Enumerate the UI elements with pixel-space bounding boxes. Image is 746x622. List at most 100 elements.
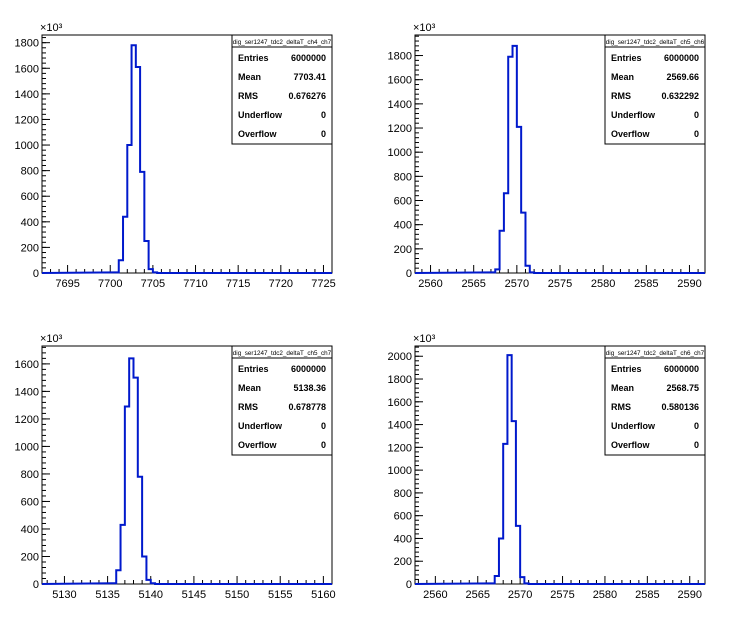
stats-value: 0.580136 — [661, 402, 699, 412]
histogram-bin — [125, 407, 129, 584]
stats-value: 0 — [694, 129, 699, 139]
x-tick-label: 5155 — [268, 589, 292, 601]
histogram-bin — [512, 421, 516, 584]
x-tick-label: 5140 — [139, 589, 163, 601]
histogram-panel: ×10³ 0 200 400 600 800 1000 1200 1400 1600 5130 513… — [15, 333, 336, 601]
histogram-name: dig_ser1247_tdc2_deltaT_ch6_ch7 — [606, 350, 705, 357]
stats-value: 0 — [694, 440, 699, 450]
x-tick-label: 2565 — [461, 278, 485, 290]
y-tick-label: 1400 — [388, 99, 412, 111]
x-tick-label: 2570 — [508, 589, 532, 601]
y-tick-label: 0 — [33, 579, 39, 591]
x-tick-label: 5160 — [311, 589, 335, 601]
histogram-bin — [503, 444, 507, 584]
y-tick-label: 1400 — [15, 386, 39, 398]
histogram-bin — [500, 231, 504, 273]
histogram-bin — [153, 272, 157, 273]
x-tick-label: 2590 — [677, 278, 701, 290]
histogram-panel: ×10³ 0 200 400 600 800 1000 1200 1400 1600 1800 200… — [388, 333, 706, 601]
y-tick-label: 200 — [21, 242, 39, 254]
stats-label: Entries — [611, 53, 642, 63]
histogram-bin — [508, 57, 512, 273]
stats-box — [604, 34, 706, 145]
x-tick-label: 7715 — [226, 278, 250, 290]
y-tick-label: 200 — [394, 244, 412, 256]
stats-label: Overflow — [611, 129, 651, 139]
y-tick-label: 200 — [21, 551, 39, 563]
y-tick-label: 1800 — [15, 38, 39, 50]
y-tick-label: 400 — [21, 524, 39, 536]
histogram-bin — [516, 526, 520, 584]
x-tick-label: 2565 — [466, 589, 490, 601]
y-tick-label: 600 — [394, 511, 412, 523]
y-exponent-label: ×10³ — [413, 22, 436, 34]
stats-value: 6000000 — [291, 364, 326, 374]
y-tick-label: 2000 — [388, 351, 412, 363]
y-tick-label: 200 — [394, 556, 412, 568]
histogram-bin — [525, 266, 529, 273]
x-tick-label: 7695 — [55, 278, 79, 290]
y-tick-label: 1000 — [388, 147, 412, 159]
y-tick-label: 600 — [21, 496, 39, 508]
histogram-bin — [149, 269, 153, 273]
y-tick-label: 1200 — [15, 114, 39, 126]
histogram-bin — [504, 193, 508, 273]
x-tick-label: 7720 — [269, 278, 293, 290]
y-tick-label: 800 — [21, 166, 39, 178]
y-tick-label: 1000 — [15, 441, 39, 453]
histogram-bin — [138, 477, 142, 584]
histogram-bin — [513, 46, 517, 273]
x-tick-label: 7700 — [98, 278, 122, 290]
x-tick-label: 2575 — [550, 589, 574, 601]
histogram-bin — [520, 577, 524, 584]
x-tick-label: 2590 — [677, 589, 701, 601]
x-tick-label: 2560 — [418, 278, 442, 290]
histogram-bin — [491, 272, 495, 273]
histogram-bin — [146, 580, 150, 584]
y-tick-label: 1200 — [388, 442, 412, 454]
y-tick-label: 800 — [394, 488, 412, 500]
histogram-bin — [499, 538, 503, 584]
x-tick-label: 2575 — [548, 278, 572, 290]
histogram-panel: ×10³ 0 200 400 600 800 1000 1200 1400 1600 1800 769… — [15, 22, 336, 290]
stats-value: 0 — [321, 110, 326, 120]
y-tick-label: 1400 — [388, 420, 412, 432]
stats-value: 0.678778 — [288, 402, 326, 412]
histogram-bin — [132, 45, 136, 273]
histogram-series — [41, 44, 332, 274]
histogram-bin — [517, 127, 521, 273]
histogram-bin — [115, 272, 119, 273]
histogram-name: dig_ser1247_tdc2_deltaT_ch4_ch7 — [233, 39, 332, 46]
stats-label: RMS — [238, 91, 258, 101]
histogram-bin — [495, 576, 499, 584]
stats-label: Overflow — [611, 440, 651, 450]
stats-label: Mean — [238, 72, 261, 82]
y-tick-label: 0 — [406, 579, 412, 591]
stats-label: RMS — [611, 91, 631, 101]
histogram-bin — [112, 583, 116, 584]
histogram-bin — [495, 269, 499, 273]
stats-label: Mean — [611, 383, 634, 393]
stats-label: Mean — [611, 72, 634, 82]
x-tick-label: 2580 — [591, 278, 615, 290]
histogram-bin — [133, 378, 137, 584]
stats-value: 2569.66 — [666, 72, 699, 82]
stats-value: 0 — [694, 421, 699, 431]
x-tick-label: 5145 — [182, 589, 206, 601]
stats-value: 0 — [694, 110, 699, 120]
histogram-bin — [140, 172, 144, 273]
stats-value: 0 — [321, 440, 326, 450]
x-tick-label: 5135 — [95, 589, 119, 601]
histogram-bin — [119, 260, 123, 273]
histogram-bin — [136, 67, 140, 273]
y-tick-label: 400 — [394, 220, 412, 232]
y-tick-label: 1600 — [15, 63, 39, 75]
y-exponent-label: ×10³ — [413, 333, 436, 345]
y-tick-label: 1000 — [388, 465, 412, 477]
histogram-bin — [524, 583, 528, 584]
y-exponent-label: ×10³ — [40, 333, 63, 345]
stats-box — [604, 345, 706, 456]
histogram-series — [41, 357, 332, 585]
y-tick-label: 1800 — [388, 51, 412, 63]
stats-label: Underflow — [238, 110, 283, 120]
